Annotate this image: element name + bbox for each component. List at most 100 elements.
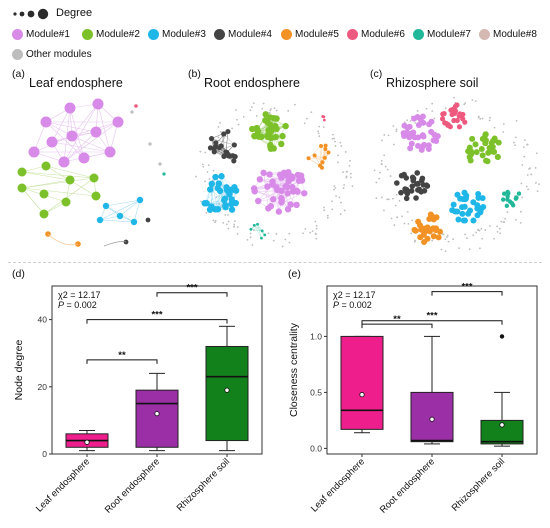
other-module-node [431, 102, 434, 105]
module-6-dot-icon [347, 29, 358, 40]
network-node [130, 218, 138, 226]
other-module-node [315, 224, 318, 227]
network-node [272, 122, 279, 130]
network-node [506, 191, 511, 196]
network-edge [99, 219, 135, 223]
other-module-node [401, 215, 403, 218]
network-edge [21, 187, 45, 215]
network-node [225, 128, 231, 135]
other-module-node [206, 171, 209, 173]
network-node [284, 206, 292, 213]
y-axis-label: Node degree [13, 339, 25, 400]
network-node [220, 197, 228, 204]
other-module-node [481, 117, 484, 120]
network-node [284, 190, 291, 197]
other-module-node [396, 216, 399, 219]
other-module-node [480, 227, 483, 230]
other-module-node [334, 186, 337, 189]
other-module-node [387, 134, 390, 137]
network-node [28, 146, 40, 158]
other-module-node [323, 206, 325, 209]
other-module-node [383, 154, 386, 157]
other-module-node [500, 220, 503, 223]
network-node [221, 131, 227, 137]
legend-module-4: Module#4 [214, 29, 272, 40]
network-node [162, 172, 166, 176]
network-node [461, 189, 468, 196]
other-module-node [464, 233, 466, 236]
other-module-node [386, 198, 389, 201]
panel-tag-d: (d) [12, 268, 25, 280]
x-tick-label: Leaf endosphere [309, 456, 367, 514]
other-module-node [393, 143, 395, 146]
network-node [411, 226, 418, 233]
network-node [404, 124, 411, 131]
other-module-node [235, 109, 237, 111]
other-module-node [250, 106, 253, 109]
legend-module-6: Module#6 [347, 29, 405, 40]
network-node [491, 135, 498, 142]
network-node [483, 157, 490, 164]
other-module-node [502, 131, 505, 133]
network-node [465, 210, 472, 217]
network-node [39, 209, 49, 219]
significance-bracket [86, 319, 228, 324]
other-module-node [521, 196, 524, 199]
other-module-node [226, 214, 229, 216]
network-node [462, 195, 469, 202]
network-node [448, 107, 454, 113]
network-node [482, 131, 489, 138]
other-module-node [407, 222, 410, 225]
other-module-node [398, 199, 401, 202]
network-node [289, 183, 296, 191]
network-edge [119, 199, 141, 217]
other-module-node [464, 102, 467, 104]
other-module-node [375, 181, 378, 184]
other-module-node [513, 141, 515, 144]
other-modules-dot-icon [12, 49, 23, 60]
x-tick-label: Leaf endosphere [34, 456, 92, 514]
network-node [228, 206, 236, 213]
other-module-node [287, 109, 290, 112]
network-node [398, 189, 404, 196]
other-module-node [318, 135, 321, 138]
other-module-node [318, 125, 321, 128]
network-node [418, 146, 425, 153]
module-1-dot-icon [12, 29, 23, 40]
network-node [212, 206, 219, 213]
other-module-node [302, 232, 304, 235]
other-module-node [431, 239, 434, 242]
network-node [441, 111, 447, 117]
network-node [252, 223, 256, 227]
other-module-node [268, 112, 271, 115]
box-iqr [480, 419, 524, 445]
network-node [207, 145, 214, 151]
network-node [232, 187, 240, 194]
chi-square-stat: χ2 = 12.17 [333, 290, 376, 300]
network-edge [43, 177, 95, 215]
other-module-node [331, 137, 334, 140]
network-node [255, 197, 262, 205]
other-module-node [496, 230, 499, 233]
other-module-node [208, 178, 211, 180]
other-module-node [242, 116, 245, 118]
network-node [459, 204, 466, 211]
network-node [459, 210, 466, 217]
other-module-node [227, 227, 230, 230]
other-module-node [201, 163, 204, 166]
network-edge [308, 145, 322, 159]
network-node [215, 180, 222, 187]
other-module-node [488, 225, 491, 227]
network-node [488, 140, 495, 147]
network-node [265, 205, 272, 212]
other-module-node [506, 211, 509, 214]
other-module-node [395, 130, 398, 133]
other-module-node [334, 140, 336, 143]
significance-label: *** [461, 282, 472, 293]
other-module-node [212, 219, 215, 222]
network-node [411, 134, 418, 141]
other-module-node [315, 237, 318, 240]
network-node [134, 104, 138, 108]
network-node [479, 195, 486, 202]
other-module-node [477, 115, 480, 118]
